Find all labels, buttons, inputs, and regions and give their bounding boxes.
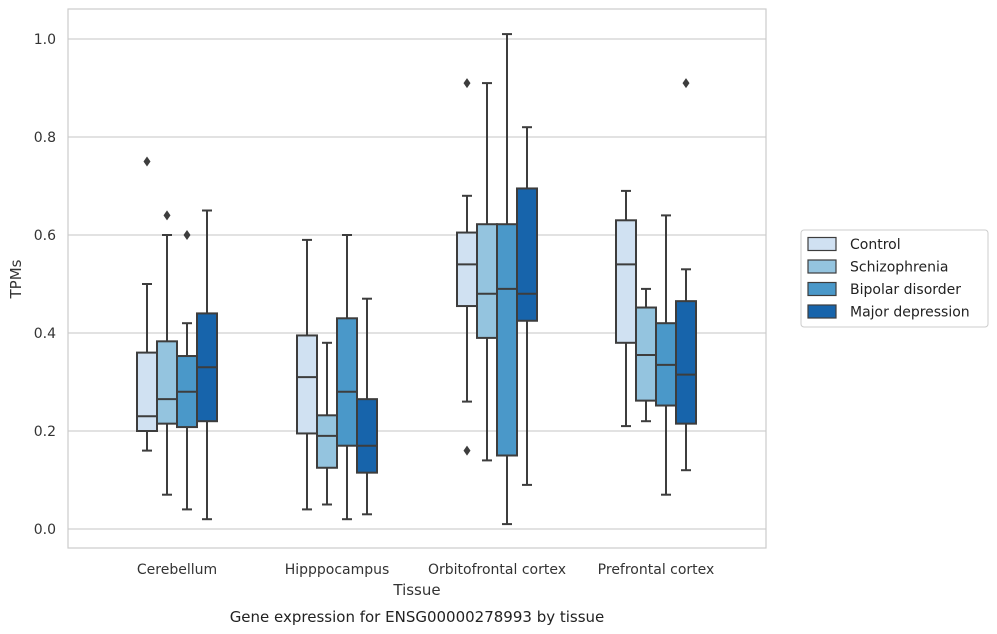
y-tick-label: 0.0 bbox=[34, 522, 56, 538]
outlier-point bbox=[682, 78, 690, 89]
x-axis-title: Tissue bbox=[392, 581, 440, 599]
y-tick-labels: 0.0 0.2 0.4 0.6 0.8 1.0 bbox=[34, 32, 56, 538]
box-body bbox=[156, 340, 178, 425]
box-body bbox=[476, 223, 498, 339]
y-tick-label: 0.6 bbox=[34, 228, 56, 244]
box-major-depression bbox=[196, 209, 218, 521]
box-body bbox=[336, 317, 358, 447]
box-major-depression bbox=[675, 78, 697, 472]
legend-swatch bbox=[807, 259, 837, 274]
box-body bbox=[456, 231, 478, 308]
boxes bbox=[136, 33, 697, 526]
outlier-point bbox=[463, 445, 471, 456]
y-tick-label: 0.4 bbox=[34, 326, 56, 342]
y-tick-label: 1.0 bbox=[34, 32, 56, 48]
outlier-point bbox=[143, 156, 151, 167]
legend-label: Bipolar disorder bbox=[850, 282, 961, 298]
outlier-point bbox=[183, 230, 191, 240]
legend-swatch bbox=[807, 304, 837, 319]
box-body bbox=[316, 414, 338, 469]
legend: Control Schizophrenia Bipolar disorder Majo… bbox=[800, 229, 989, 328]
box-body bbox=[516, 187, 538, 322]
box-control bbox=[456, 78, 478, 456]
plot-frame bbox=[67, 8, 767, 549]
x-tick-label: Cerebellum bbox=[137, 562, 217, 578]
chart-caption: Gene expression for ENSG00000278993 by t… bbox=[230, 608, 605, 626]
box-control bbox=[615, 189, 637, 428]
legend-label: Schizophrenia bbox=[850, 260, 948, 276]
x-tick-label: Prefrontal cortex bbox=[598, 562, 715, 578]
legend-frame bbox=[800, 229, 989, 328]
box-bipolar-disorder bbox=[336, 234, 358, 521]
box-bipolar-disorder bbox=[176, 230, 198, 511]
y-axis-title: TPMs bbox=[7, 259, 25, 299]
box-schizophrenia bbox=[635, 287, 657, 423]
box-body bbox=[496, 223, 518, 457]
box-major-depression bbox=[356, 297, 378, 516]
y-tick-label: 0.2 bbox=[34, 424, 56, 440]
box-body bbox=[675, 300, 697, 425]
legend-label: Major depression bbox=[850, 305, 970, 321]
box-control bbox=[136, 156, 158, 452]
box-schizophrenia bbox=[316, 341, 338, 506]
x-tick-label: Orbitofrontal cortex bbox=[428, 562, 566, 578]
box-body bbox=[136, 351, 158, 433]
legend-label: Control bbox=[850, 237, 901, 253]
box-body bbox=[296, 334, 318, 435]
outlier-point bbox=[163, 210, 171, 221]
y-tick-label: 0.8 bbox=[34, 130, 56, 146]
plot-area bbox=[68, 9, 766, 548]
box-body bbox=[356, 398, 378, 474]
box-major-depression bbox=[516, 126, 538, 486]
box-schizophrenia bbox=[156, 210, 178, 496]
box-control bbox=[296, 238, 318, 511]
x-tick-labels: Cerebellum Hipppocampus Orbitofrontal cort… bbox=[137, 562, 714, 578]
box-bipolar-disorder bbox=[496, 33, 518, 526]
outlier-point bbox=[463, 78, 471, 89]
legend-swatch bbox=[807, 281, 837, 297]
box-body bbox=[615, 219, 637, 344]
legend-swatch bbox=[807, 236, 837, 252]
x-tick-label: Hipppocampus bbox=[285, 562, 390, 578]
